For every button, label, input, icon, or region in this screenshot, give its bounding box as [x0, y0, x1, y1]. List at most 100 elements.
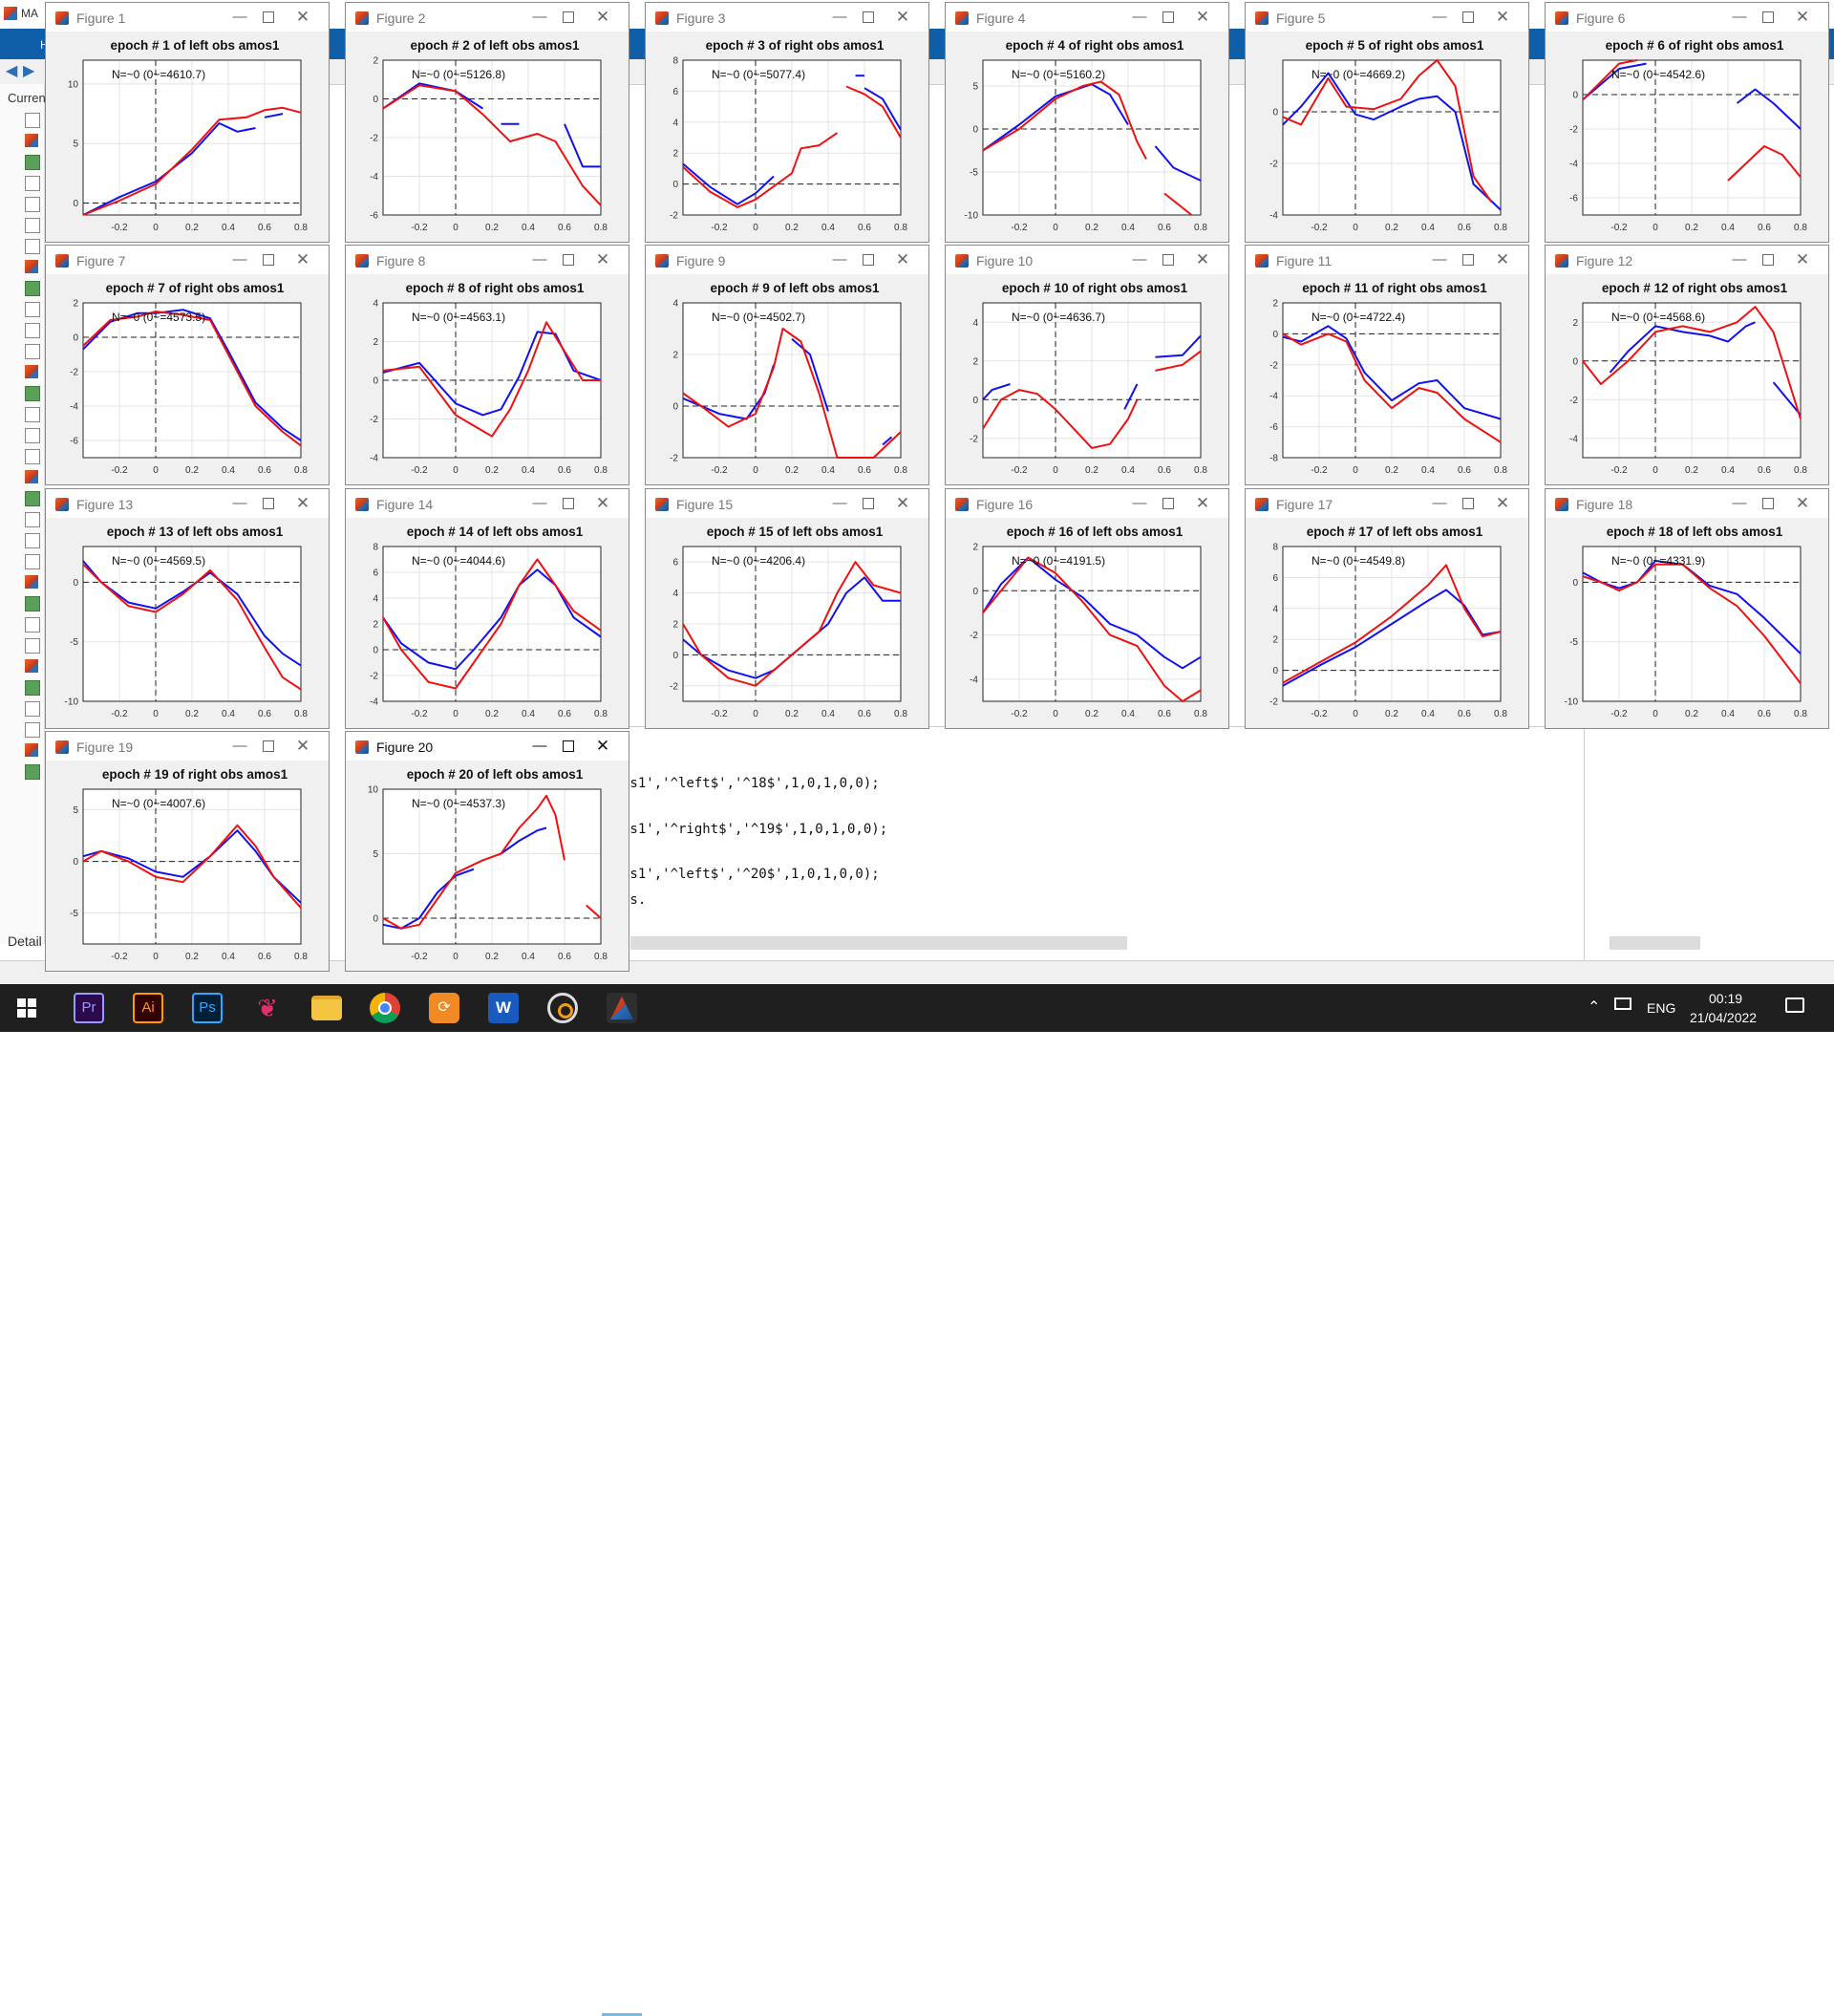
document-icon[interactable] — [25, 218, 40, 233]
clock-time[interactable]: 00:19 — [1709, 991, 1743, 1006]
figure-titlebar[interactable]: Figure 1 — ✕ — [46, 3, 329, 32]
document-icon[interactable] — [25, 554, 40, 569]
figure-window[interactable]: Figure 13 — ✕ epoch # 13 of left obs amos1 -… — [45, 488, 330, 729]
document-icon[interactable] — [25, 701, 40, 717]
figure-window[interactable]: Figure 8 — ✕ epoch # 8 of right obs amos1 -0… — [345, 245, 629, 485]
figure-window[interactable]: Figure 12 — ✕ epoch # 12 of right obs amos1… — [1545, 245, 1829, 485]
figure-titlebar[interactable]: Figure 18 — ✕ — [1546, 489, 1828, 518]
maximize-icon[interactable] — [858, 250, 879, 269]
figure-file-icon[interactable] — [25, 491, 40, 506]
figure-window[interactable]: Figure 17 — ✕ epoch # 17 of left obs amos1 -… — [1245, 488, 1529, 729]
figure-titlebar[interactable]: Figure 6 — ✕ — [1546, 3, 1828, 32]
figure-window[interactable]: Figure 6 — ✕ epoch # 6 of right obs amos1 -0… — [1545, 2, 1829, 243]
file-explorer-icon[interactable] — [311, 996, 342, 1020]
maximize-icon[interactable] — [1458, 250, 1479, 269]
minimize-icon[interactable]: — — [232, 9, 247, 25]
maximize-icon[interactable] — [258, 737, 279, 756]
document-icon[interactable] — [25, 176, 40, 191]
close-icon[interactable]: ✕ — [1795, 494, 1810, 512]
figure-window[interactable]: Figure 9 — ✕ epoch # 9 of left obs amos1 -0.… — [645, 245, 929, 485]
figure-titlebar[interactable]: Figure 14 — ✕ — [346, 489, 629, 518]
figure-file-icon[interactable] — [25, 281, 40, 296]
figure-titlebar[interactable]: Figure 13 — ✕ — [46, 489, 329, 518]
document-icon[interactable] — [25, 533, 40, 548]
close-icon[interactable]: ✕ — [295, 494, 310, 512]
document-icon[interactable] — [25, 449, 40, 464]
feather-app-icon[interactable]: ❦ — [257, 994, 278, 1022]
maximize-icon[interactable] — [1758, 8, 1779, 27]
close-icon[interactable]: ✕ — [295, 737, 310, 755]
maximize-icon[interactable] — [558, 737, 579, 756]
maximize-icon[interactable] — [258, 494, 279, 513]
close-icon[interactable]: ✕ — [1195, 8, 1210, 26]
figure-titlebar[interactable]: Figure 12 — ✕ — [1546, 246, 1828, 274]
close-icon[interactable]: ✕ — [895, 8, 910, 26]
minimize-icon[interactable]: — — [1432, 251, 1447, 268]
workspace-scrollbar[interactable] — [1610, 936, 1700, 950]
close-icon[interactable]: ✕ — [1795, 8, 1810, 26]
word-icon[interactable]: W — [488, 993, 519, 1023]
document-icon[interactable] — [25, 407, 40, 422]
close-icon[interactable]: ✕ — [895, 494, 910, 512]
document-icon[interactable] — [25, 197, 40, 212]
matlab-file-icon[interactable] — [25, 743, 38, 757]
close-icon[interactable]: ✕ — [1495, 8, 1510, 26]
matlab-file-icon[interactable] — [25, 260, 38, 273]
document-icon[interactable] — [25, 617, 40, 633]
document-icon[interactable] — [25, 323, 40, 338]
figure-window[interactable]: Figure 14 — ✕ epoch # 14 of left obs amos1 -… — [345, 488, 629, 729]
minimize-icon[interactable]: — — [1732, 495, 1747, 511]
figure-titlebar[interactable]: Figure 8 — ✕ — [346, 246, 629, 274]
matlab-icon[interactable] — [607, 993, 637, 1023]
document-icon[interactable] — [25, 512, 40, 527]
figure-window[interactable]: Figure 19 — ✕ epoch # 19 of right obs amos1… — [45, 731, 330, 972]
forward-arrow-icon[interactable]: ▶ — [23, 63, 35, 79]
minimize-icon[interactable]: — — [532, 9, 547, 25]
minimize-icon[interactable]: — — [1132, 9, 1147, 25]
maximize-icon[interactable] — [1458, 8, 1479, 27]
figure-window[interactable]: Figure 15 — ✕ epoch # 15 of left obs amos1 -… — [645, 488, 929, 729]
network-icon[interactable] — [1614, 997, 1631, 1010]
figure-window[interactable]: Figure 5 — ✕ epoch # 5 of right obs amos1 -0… — [1245, 2, 1529, 243]
matlab-file-icon[interactable] — [25, 134, 38, 147]
maximize-icon[interactable] — [558, 8, 579, 27]
figure-titlebar[interactable]: Figure 19 — ✕ — [46, 732, 329, 761]
figure-window[interactable]: Figure 10 — ✕ epoch # 10 of right obs amos1… — [945, 245, 1229, 485]
figure-titlebar[interactable]: Figure 7 — ✕ — [46, 246, 329, 274]
maximize-icon[interactable] — [1758, 494, 1779, 513]
close-icon[interactable]: ✕ — [595, 737, 610, 755]
close-icon[interactable]: ✕ — [1795, 250, 1810, 268]
figure-window[interactable]: Figure 11 — ✕ epoch # 11 of right obs amos1… — [1245, 245, 1529, 485]
minimize-icon[interactable]: — — [1132, 495, 1147, 511]
photoshop-icon[interactable]: Ps — [192, 993, 223, 1023]
document-icon[interactable] — [25, 722, 40, 738]
figure-titlebar[interactable]: Figure 5 — ✕ — [1246, 3, 1528, 32]
maximize-icon[interactable] — [558, 494, 579, 513]
close-icon[interactable]: ✕ — [1495, 494, 1510, 512]
figure-titlebar[interactable]: Figure 2 — ✕ — [346, 3, 629, 32]
figure-window[interactable]: Figure 18 — ✕ epoch # 18 of left obs amos1 -… — [1545, 488, 1829, 729]
close-icon[interactable]: ✕ — [1195, 494, 1210, 512]
illustrator-icon[interactable]: Ai — [133, 993, 163, 1023]
minimize-icon[interactable]: — — [1732, 251, 1747, 268]
figure-titlebar[interactable]: Figure 9 — ✕ — [646, 246, 928, 274]
maximize-icon[interactable] — [1158, 8, 1179, 27]
document-icon[interactable] — [25, 344, 40, 359]
close-icon[interactable]: ✕ — [295, 250, 310, 268]
figure-titlebar[interactable]: Figure 10 — ✕ — [946, 246, 1228, 274]
horizontal-scrollbar[interactable] — [630, 936, 1127, 950]
figure-titlebar[interactable]: Figure 16 — ✕ — [946, 489, 1228, 518]
close-icon[interactable]: ✕ — [595, 494, 610, 512]
maximize-icon[interactable] — [1758, 250, 1779, 269]
close-icon[interactable]: ✕ — [595, 250, 610, 268]
notifications-icon[interactable] — [1785, 997, 1804, 1013]
premiere-icon[interactable]: Pr — [74, 993, 104, 1023]
media-player-icon[interactable] — [547, 993, 578, 1023]
matlab-file-icon[interactable] — [25, 659, 38, 673]
document-icon[interactable] — [25, 239, 40, 254]
matlab-file-icon[interactable] — [25, 575, 38, 589]
figure-titlebar[interactable]: Figure 15 — ✕ — [646, 489, 928, 518]
figure-window[interactable]: Figure 16 — ✕ epoch # 16 of left obs amos1 -… — [945, 488, 1229, 729]
document-icon[interactable] — [25, 428, 40, 443]
maximize-icon[interactable] — [558, 250, 579, 269]
